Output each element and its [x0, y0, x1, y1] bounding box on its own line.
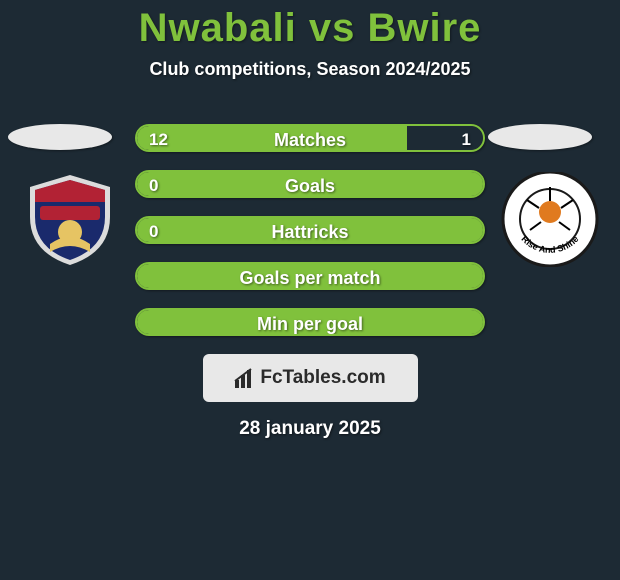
- stat-label: Hattricks: [137, 218, 483, 244]
- stat-row: Min per goal: [135, 308, 485, 336]
- stat-row: Goals per match: [135, 262, 485, 290]
- left-club-badge: [20, 172, 120, 267]
- bars-icon: [234, 368, 256, 388]
- page-title: Nwabali vs Bwire: [0, 0, 620, 51]
- stat-value-left: 12: [149, 126, 168, 152]
- stats-bars: Matches121Goals0Hattricks0Goals per matc…: [135, 124, 485, 440]
- stat-row: Matches12 1: [135, 124, 485, 152]
- stat-label: Matches: [137, 126, 483, 152]
- stat-label: Goals: [137, 172, 483, 198]
- stat-value-left: 0: [149, 218, 158, 244]
- source-logo-text: FcTables.com: [234, 367, 385, 389]
- player-oval-left: [8, 124, 112, 150]
- player-oval-right: [488, 124, 592, 150]
- right-club-badge: Rise And Shine: [500, 172, 600, 267]
- date-label: 28 january 2025: [135, 418, 485, 440]
- subtitle: Club competitions, Season 2024/2025: [0, 59, 620, 80]
- stat-row: Hattricks0: [135, 216, 485, 244]
- stat-label: Min per goal: [137, 310, 483, 336]
- source-logo-label: FcTables.com: [260, 367, 385, 389]
- source-logo: FcTables.com: [203, 354, 418, 402]
- stat-label: Goals per match: [137, 264, 483, 290]
- stat-value-right: 1: [462, 126, 471, 152]
- stat-row: Goals0: [135, 170, 485, 198]
- stat-value-left: 0: [149, 172, 158, 198]
